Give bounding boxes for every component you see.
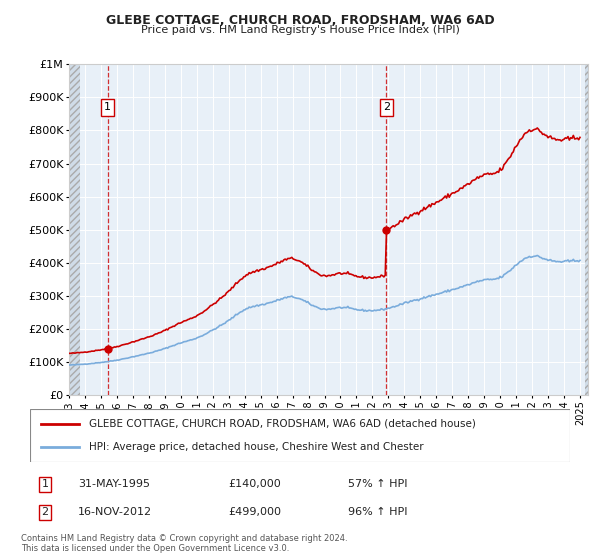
Text: HPI: Average price, detached house, Cheshire West and Chester: HPI: Average price, detached house, Ches…	[89, 442, 424, 452]
Text: 1: 1	[41, 479, 49, 489]
Text: Contains HM Land Registry data © Crown copyright and database right 2024.
This d: Contains HM Land Registry data © Crown c…	[21, 534, 347, 553]
Text: 16-NOV-2012: 16-NOV-2012	[78, 507, 152, 517]
Text: 31-MAY-1995: 31-MAY-1995	[78, 479, 150, 489]
FancyBboxPatch shape	[30, 409, 570, 462]
Bar	[585, 64, 588, 395]
Text: Price paid vs. HM Land Registry's House Price Index (HPI): Price paid vs. HM Land Registry's House …	[140, 25, 460, 35]
Text: £499,000: £499,000	[228, 507, 281, 517]
Text: 96% ↑ HPI: 96% ↑ HPI	[348, 507, 407, 517]
Text: GLEBE COTTAGE, CHURCH ROAD, FRODSHAM, WA6 6AD (detached house): GLEBE COTTAGE, CHURCH ROAD, FRODSHAM, WA…	[89, 419, 476, 429]
Text: GLEBE COTTAGE, CHURCH ROAD, FRODSHAM, WA6 6AD: GLEBE COTTAGE, CHURCH ROAD, FRODSHAM, WA…	[106, 14, 494, 27]
Text: 57% ↑ HPI: 57% ↑ HPI	[348, 479, 407, 489]
Bar	[69, 64, 80, 395]
Text: 2: 2	[383, 102, 390, 113]
Text: 2: 2	[41, 507, 49, 517]
Text: 1: 1	[104, 102, 111, 113]
Text: £140,000: £140,000	[228, 479, 281, 489]
